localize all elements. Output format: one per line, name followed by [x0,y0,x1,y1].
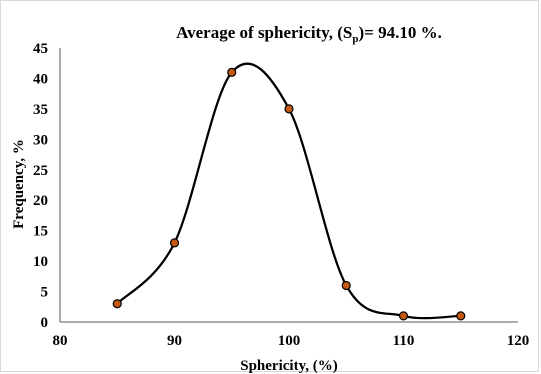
data-point [456,311,466,321]
series-smooth-line [116,62,461,320]
plot-area [59,48,518,323]
chart-title: Average of sphericity, (Sp)= 94.10 %. [176,23,442,45]
x-tick-label: 110 [393,333,415,349]
chart-title-prefix: Average of sphericity, (S [176,23,352,42]
data-point [398,311,409,321]
x-tick-label: 100 [278,333,301,349]
y-tick-label: 5 [41,285,49,301]
y-tick-label: 35 [33,102,48,118]
y-tick-label: 20 [33,193,48,209]
y-tick-label: 45 [33,41,48,57]
chart-title-subscript: p [352,33,358,45]
x-axis-title: Sphericity, (%) [240,358,338,373]
y-tick-label: 40 [33,71,48,87]
data-point [112,299,122,309]
y-axis-title: Frequency, % [11,139,27,229]
data-point [227,67,237,77]
data-point [284,104,294,114]
y-tick-label: 10 [33,254,48,270]
chart-title-suffix: )= 94.10 %. [359,23,442,42]
x-tick-label: 120 [507,333,530,349]
y-tick-label: 0 [41,315,49,331]
y-tick-label: 30 [33,132,48,148]
y-tick-label: 25 [33,163,48,179]
x-tick-label: 80 [53,333,68,349]
x-tick-label: 90 [167,333,182,349]
y-tick-label: 15 [33,224,48,240]
data-point [169,238,180,248]
y-axis-ticks: 0 5 10 15 20 25 30 35 40 45 [33,41,48,331]
data-point [341,280,351,291]
x-axis-ticks: 80 90 100 110 120 [53,333,530,349]
